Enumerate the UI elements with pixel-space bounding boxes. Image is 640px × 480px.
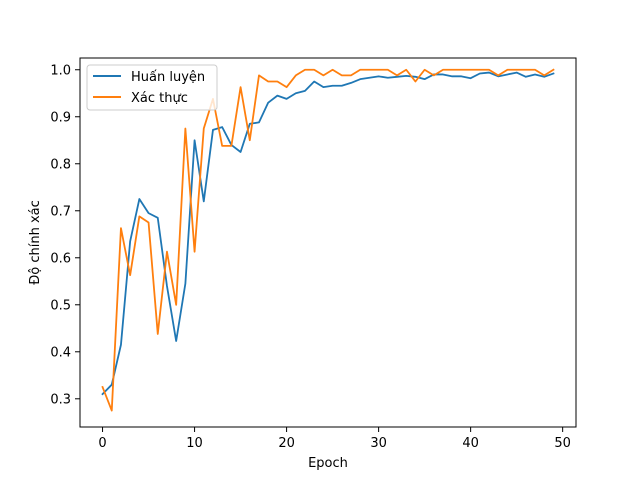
y-tick-label: 0.9 — [50, 110, 71, 125]
series-line-val — [101, 68, 555, 412]
x-tick-label: 0 — [98, 436, 106, 451]
x-tick-label: 40 — [462, 436, 479, 451]
y-tick-label: 0.5 — [50, 298, 71, 313]
y-tick-label: 0.7 — [50, 204, 71, 219]
y-tick-label: 0.6 — [50, 251, 71, 266]
y-tick-label: 0.3 — [50, 392, 71, 407]
legend: Huấn luyện Xác thực — [86, 64, 218, 111]
series-layer — [101, 68, 555, 412]
x-tick-label: 10 — [186, 436, 203, 451]
y-axis: 0.3 0.4 0.5 0.6 0.7 0.8 0.9 1.0 — [50, 63, 80, 407]
y-tick-label: 0.8 — [50, 157, 71, 172]
legend-label-val: Xác thực — [131, 91, 188, 106]
y-tick-label: 1.0 — [50, 63, 71, 78]
legend-label-train: Huấn luyện — [131, 70, 205, 85]
x-tick-label: 20 — [278, 436, 295, 451]
y-axis-title: Độ chính xác — [28, 200, 43, 285]
x-axis-title: Epoch — [308, 456, 348, 471]
plot-frame — [79, 57, 577, 428]
x-tick-label: 50 — [554, 436, 571, 451]
plot-background — [80, 58, 576, 427]
x-tick-label: 30 — [370, 436, 387, 451]
x-axis: 0 10 20 30 40 50 — [98, 427, 571, 451]
series-line-train — [101, 71, 555, 396]
y-tick-label: 0.4 — [50, 345, 71, 360]
